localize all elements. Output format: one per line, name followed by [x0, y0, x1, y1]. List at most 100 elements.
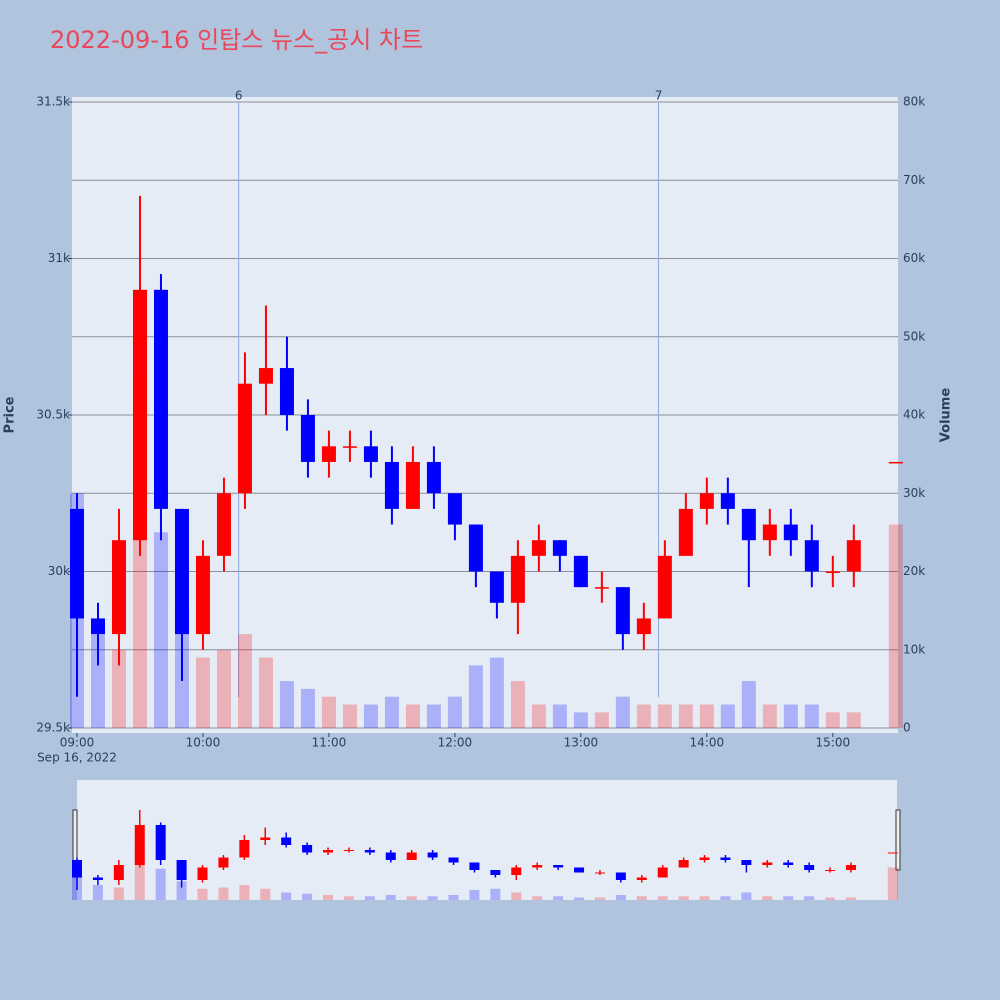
volume-bar — [321, 696, 336, 728]
volume-bar — [573, 712, 588, 728]
candle-body — [510, 555, 525, 603]
slider-candle-body — [845, 865, 856, 870]
candle-body — [70, 508, 84, 619]
candle-body — [888, 461, 903, 464]
slider-volume-bar — [343, 896, 354, 900]
slider-candle-body — [783, 862, 794, 865]
slider-candle-body — [469, 862, 480, 870]
slider-volume-bar — [657, 896, 668, 900]
y-tick-label: 31k — [48, 251, 70, 265]
y2-tick-label: 50k — [903, 329, 925, 343]
candle-body — [300, 415, 315, 462]
y-axis-title: Price — [3, 396, 18, 433]
slider-candle-body — [511, 867, 522, 875]
candle-body — [363, 446, 378, 462]
slider-volume-bar — [260, 888, 271, 900]
y2-tick-label: 0 — [903, 721, 911, 735]
slider-candle-body — [699, 857, 710, 860]
volume-bar — [636, 704, 651, 728]
slider-candle-body — [364, 850, 375, 853]
volume-bar — [888, 524, 903, 728]
volume-bar — [195, 657, 210, 728]
candle-body — [468, 524, 483, 572]
candle-body — [321, 446, 336, 462]
candle-body — [678, 508, 693, 556]
slider-volume-bar — [448, 895, 459, 900]
range-slider[interactable] — [77, 780, 897, 900]
candle-body — [426, 461, 441, 494]
candle-body — [594, 587, 609, 589]
slider-candle-body — [323, 850, 334, 853]
y2-tick-label: 40k — [903, 408, 925, 422]
candle-body — [279, 368, 294, 415]
slider-volume-bar — [783, 896, 794, 900]
slider-candle-body — [385, 852, 396, 860]
candle-body — [573, 555, 588, 588]
candle-body — [111, 540, 126, 635]
x-tick-label: 13:00 — [564, 736, 599, 750]
x-tick-label: 14:00 — [690, 736, 725, 750]
y2-axis-title: Volume — [939, 388, 954, 443]
x-tick-label: 11:00 — [312, 736, 347, 750]
slider-candle-body — [636, 877, 647, 880]
x-tick-label: 15:00 — [816, 736, 851, 750]
slider-volume-bar — [281, 892, 292, 900]
volume-bar — [468, 665, 483, 728]
slider-volume-bar — [469, 890, 480, 900]
volume-bar — [594, 712, 609, 728]
volume-bar — [657, 704, 672, 728]
slider-volume-bar — [239, 885, 250, 900]
slider-volume-bar — [113, 887, 124, 900]
candle-body — [531, 540, 546, 556]
slider-volume-bar — [364, 896, 375, 900]
slider-volume-bar — [490, 888, 501, 900]
candle-body — [237, 383, 252, 494]
slider-candle-body — [490, 870, 501, 875]
candle-body — [804, 540, 819, 572]
volume-bar — [825, 712, 840, 728]
slider-candle-body — [887, 852, 898, 854]
candle-body — [783, 524, 798, 541]
volume-bar — [447, 696, 462, 728]
slider-candle-body — [825, 870, 836, 871]
candle-body — [174, 508, 189, 635]
slider-volume-bar — [741, 892, 752, 900]
volume-bar — [363, 704, 378, 728]
slider-candle-body — [678, 860, 689, 868]
slider-candle-body — [762, 862, 773, 865]
candle-body — [846, 540, 861, 572]
y2-tick-label: 20k — [903, 564, 925, 578]
slider-volume-bar — [720, 896, 731, 900]
candle-body — [615, 587, 630, 635]
candle-body — [657, 555, 672, 619]
slider-volume-bar — [574, 897, 585, 900]
volume-bar — [258, 657, 273, 728]
slider-candle-body — [406, 852, 417, 860]
range-handle[interactable] — [895, 809, 901, 871]
slider-candle-body — [804, 865, 815, 870]
slider-candle-body — [448, 857, 459, 863]
candle-body — [90, 618, 105, 635]
y2-tick-label: 80k — [903, 95, 925, 109]
volume-bar — [762, 704, 777, 728]
slider-candle-body — [532, 865, 543, 868]
x-tick-label: 12:00 — [438, 736, 473, 750]
slider-candle-body — [281, 837, 292, 845]
candle-body — [447, 493, 462, 525]
slider-candle-body — [594, 872, 605, 874]
candle-body — [258, 368, 273, 384]
slider-volume-bar — [699, 896, 710, 900]
volume-bar — [552, 704, 567, 728]
slider-candle-body — [239, 840, 250, 858]
y2-tick-label: 60k — [903, 251, 925, 265]
slider-candle-body — [343, 850, 354, 851]
volume-bar — [153, 532, 168, 728]
volume-bar — [216, 649, 231, 728]
y2-tick-label: 30k — [903, 486, 925, 500]
slider-volume-bar — [887, 867, 898, 900]
slider-candle-body — [302, 845, 313, 853]
slider-candle-body — [176, 860, 187, 880]
slider-volume-bar — [218, 887, 229, 900]
slider-candle-body — [427, 852, 438, 858]
